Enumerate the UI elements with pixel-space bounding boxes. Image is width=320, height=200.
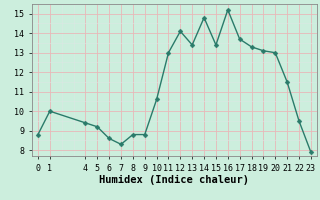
X-axis label: Humidex (Indice chaleur): Humidex (Indice chaleur) (100, 175, 249, 185)
